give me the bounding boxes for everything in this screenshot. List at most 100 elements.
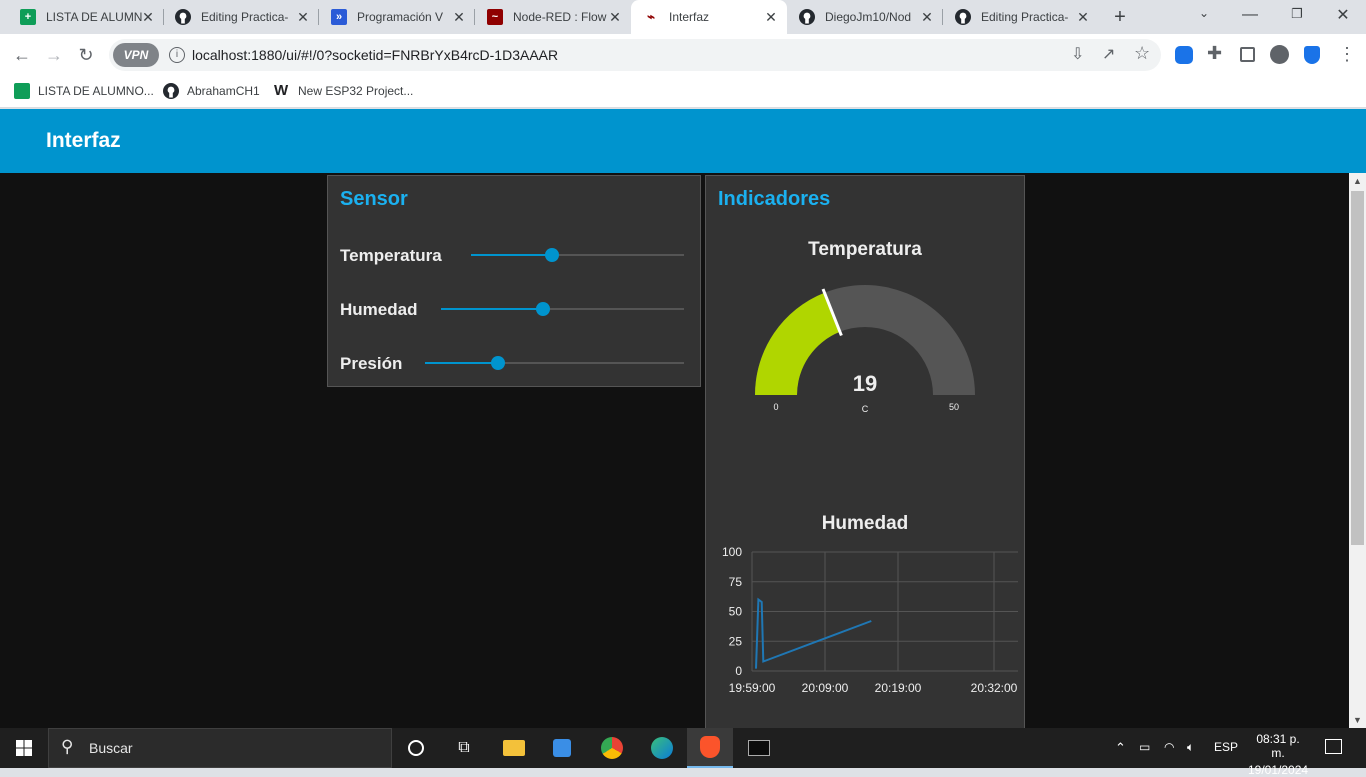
windows-taskbar: ⚲ Buscar ⧉ ⌃ ▭ ◠ 🔈︎ ESP 08:31 p. m. 19/0… [0,728,1366,777]
share-icon[interactable]: ↗ [1102,46,1116,63]
scroll-down-icon[interactable]: ▼ [1353,715,1362,725]
windows-start-icon[interactable] [16,740,32,756]
y-tick-label: 100 [722,545,742,559]
slider-fill [425,362,498,364]
url-text[interactable]: localhost:1880/ui/#!/0?socketid=FNRBrYxB… [192,47,559,63]
info-icon[interactable]: i [169,47,185,63]
page-scrollbar[interactable]: ▲ ▼ [1349,173,1366,728]
sheets-icon: + [20,9,36,25]
wifi-icon[interactable]: ◠ [1164,740,1175,754]
scroll-up-icon[interactable]: ▲ [1353,176,1362,186]
brave-icon[interactable] [687,728,733,768]
bookmarks-bar: LISTA DE ALUMNO... AbrahamCH1 W New ESP3… [0,76,1366,108]
slider-fill [441,308,544,310]
tab-interfaz[interactable]: ⌁ Interfaz ✕ [631,0,787,34]
close-icon[interactable]: ✕ [142,9,154,25]
tab-title: Programación V [357,10,444,24]
restore-icon[interactable]: ❐ [1291,6,1303,21]
tab-strip: + LISTA DE ALUMN ✕ Editing Practica- ✕ »… [0,0,1366,34]
cortana-icon[interactable] [393,728,439,768]
tab-node-red-flow[interactable]: ~ Node-RED : Flow ✕ [467,0,631,34]
slider-thumb[interactable] [536,302,551,316]
bookmark-lista-alumnos[interactable]: LISTA DE ALUMNO... [14,83,154,99]
slider-track[interactable] [425,362,684,364]
volume-icon[interactable]: 🔈︎ [1187,740,1195,754]
close-icon[interactable]: ✕ [765,9,777,25]
file-explorer-icon[interactable] [491,728,537,768]
gauge-max: 50 [949,402,959,412]
browser-toolbar: ← → ↻ VPN i localhost:1880/ui/#!/0?socke… [0,34,1366,76]
chrome-icon[interactable] [589,728,635,768]
close-icon[interactable]: ✕ [453,9,465,25]
bookmark-label: LISTA DE ALUMNO... [38,84,154,98]
battery-icon[interactable]: ▭ [1139,740,1151,754]
x-tick-label: 19:59:00 [729,681,776,695]
bookmark-abrahamch1[interactable]: AbrahamCH1 [163,83,260,99]
security-extension-icon[interactable] [1304,46,1320,64]
tab-diegojm10[interactable]: DiegoJm10/Nod ✕ [779,0,943,34]
gauge-units: C [862,404,869,414]
tab-editing-practica-2[interactable]: Editing Practica- ✕ [935,0,1099,34]
edge-icon[interactable] [639,728,685,768]
taskbar-search[interactable]: ⚲ Buscar [48,728,392,768]
profile-icon[interactable] [1270,45,1289,64]
tab-editing-practica[interactable]: Editing Practica- ✕ [155,0,319,34]
chart-title: Humedad [821,513,909,534]
tab-title: DiegoJm10/Nod [825,10,912,24]
tray-chevron-icon[interactable]: ⌃ [1115,740,1126,755]
slider-humedad[interactable]: Humedad [328,294,700,324]
extension-shield-icon[interactable] [1175,46,1193,64]
clock-date: 19/01/2024 [1248,763,1309,777]
close-icon[interactable]: ✕ [609,9,621,25]
slider-temperatura[interactable]: Temperatura [328,240,700,270]
close-icon[interactable]: ✕ [1077,9,1089,25]
new-tab-icon[interactable]: + [1114,6,1126,28]
github-icon [955,9,971,25]
bookmark-esp32-project[interactable]: W New ESP32 Project... [274,83,413,99]
vpn-badge[interactable]: VPN [113,43,159,67]
node-red-icon: ~ [487,9,503,25]
github-icon [175,9,191,25]
close-icon[interactable]: ✕ [297,9,309,25]
slider-thumb[interactable] [544,248,559,262]
forward-icon[interactable]: → [45,44,63,65]
bookmark-star-icon[interactable]: ☆ [1134,43,1151,63]
close-icon[interactable]: ✕ [921,9,933,25]
install-icon[interactable]: ⇩ [1071,46,1085,63]
tab-separator [942,9,943,25]
extensions-puzzle-icon[interactable]: ✚ [1207,43,1223,63]
tab-title: Editing Practica- [981,10,1069,24]
indicators-group: Indicadores Temperatura 19 C 0 50 Humeda… [705,175,1025,728]
slider-track[interactable] [441,308,684,310]
tab-search-icon[interactable]: ⌄ [1198,6,1210,20]
tab-lista-alumnos[interactable]: + LISTA DE ALUMN ✕ [0,0,164,34]
back-icon[interactable]: ← [13,44,31,65]
y-tick-label: 25 [729,634,743,648]
media-player-icon[interactable] [539,728,585,768]
group-title: Indicadores [718,188,831,210]
slider-presion[interactable]: Presión [328,348,700,378]
slider-thumb[interactable] [490,356,505,370]
clock[interactable]: 08:31 p. m. 19/01/2024 [1248,732,1308,777]
terminal-icon[interactable] [736,728,782,768]
side-panel-icon[interactable] [1240,47,1255,62]
notifications-icon[interactable] [1325,739,1342,754]
reload-icon[interactable]: ↻ [78,44,94,65]
bookmark-label: New ESP32 Project... [298,84,414,98]
tab-title: LISTA DE ALUMN [46,10,143,24]
menu-kebab-icon[interactable]: ⋮ [1338,44,1356,64]
search-placeholder: Buscar [89,740,133,756]
tab-title: Editing Practica- [201,10,289,24]
scrollbar-thumb[interactable] [1351,191,1364,545]
x-tick-label: 20:09:00 [802,681,849,695]
github-icon [799,9,815,25]
window-close-icon[interactable]: ✕ [1336,7,1350,24]
task-view-icon[interactable]: ⧉ [458,739,470,756]
slider-track[interactable] [471,254,684,256]
clock-time: 08:31 p. m. [1256,732,1300,760]
address-bar[interactable]: VPN i localhost:1880/ui/#!/0?socketid=FN… [109,39,1161,71]
language-indicator[interactable]: ESP [1214,740,1239,754]
tab-programacion[interactable]: » Programación V ✕ [311,0,475,34]
wokwi-icon: W [274,82,289,99]
minimize-icon[interactable]: — [1242,6,1258,23]
